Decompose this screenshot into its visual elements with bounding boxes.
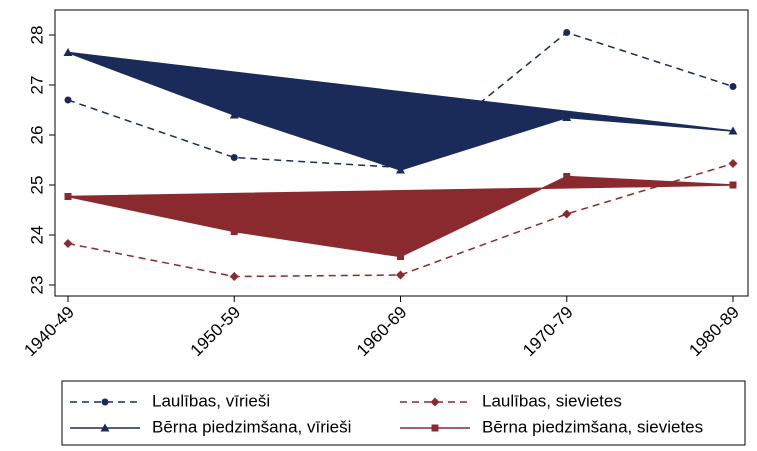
legend-label: Laulības, vīrieši	[152, 391, 270, 410]
data-point	[397, 164, 404, 171]
data-point	[562, 209, 572, 219]
y-tick-label: 26	[27, 126, 46, 145]
data-point	[396, 270, 405, 280]
data-point	[63, 48, 73, 56]
y-tick-label: 25	[27, 176, 46, 195]
legend-label: Bērna piedzimšana, sievietes	[482, 417, 703, 436]
data-point	[230, 154, 238, 161]
data-point	[63, 239, 73, 248]
data-point	[728, 126, 738, 135]
data-point	[229, 272, 239, 281]
x-tick-label: 1960-69	[353, 303, 411, 361]
series-line	[67, 162, 734, 278]
data-point	[728, 159, 738, 168]
data-point	[729, 181, 737, 189]
y-tick-label: 24	[27, 226, 46, 245]
data-point	[64, 193, 72, 200]
x-tick-label: 1980-89	[685, 303, 743, 361]
x-tick-label: 1940-49	[20, 303, 78, 361]
legend-label: Bērna piedzimšana, vīrieši	[152, 417, 351, 436]
data-point	[230, 228, 238, 235]
x-tick-label: 1950-59	[187, 303, 245, 361]
y-tick-label: 28	[27, 26, 46, 45]
legend-marker	[101, 398, 109, 406]
data-point	[729, 83, 737, 90]
series-area	[67, 175, 734, 258]
legend-label: Laulības, sievietes	[482, 391, 622, 410]
data-point	[563, 29, 571, 36]
legend-marker	[431, 424, 439, 432]
data-point	[229, 110, 239, 119]
data-point	[397, 253, 404, 260]
y-tick-label: 27	[27, 76, 46, 95]
data-point	[563, 173, 571, 180]
legend-marker	[100, 423, 110, 432]
legend-box	[61, 380, 746, 446]
legend-marker	[430, 397, 440, 407]
x-tick-label: 1970-79	[519, 303, 577, 361]
data-point	[562, 113, 572, 121]
series-area	[67, 51, 734, 171]
y-tick-label: 23	[27, 276, 46, 295]
data-point	[64, 96, 72, 104]
